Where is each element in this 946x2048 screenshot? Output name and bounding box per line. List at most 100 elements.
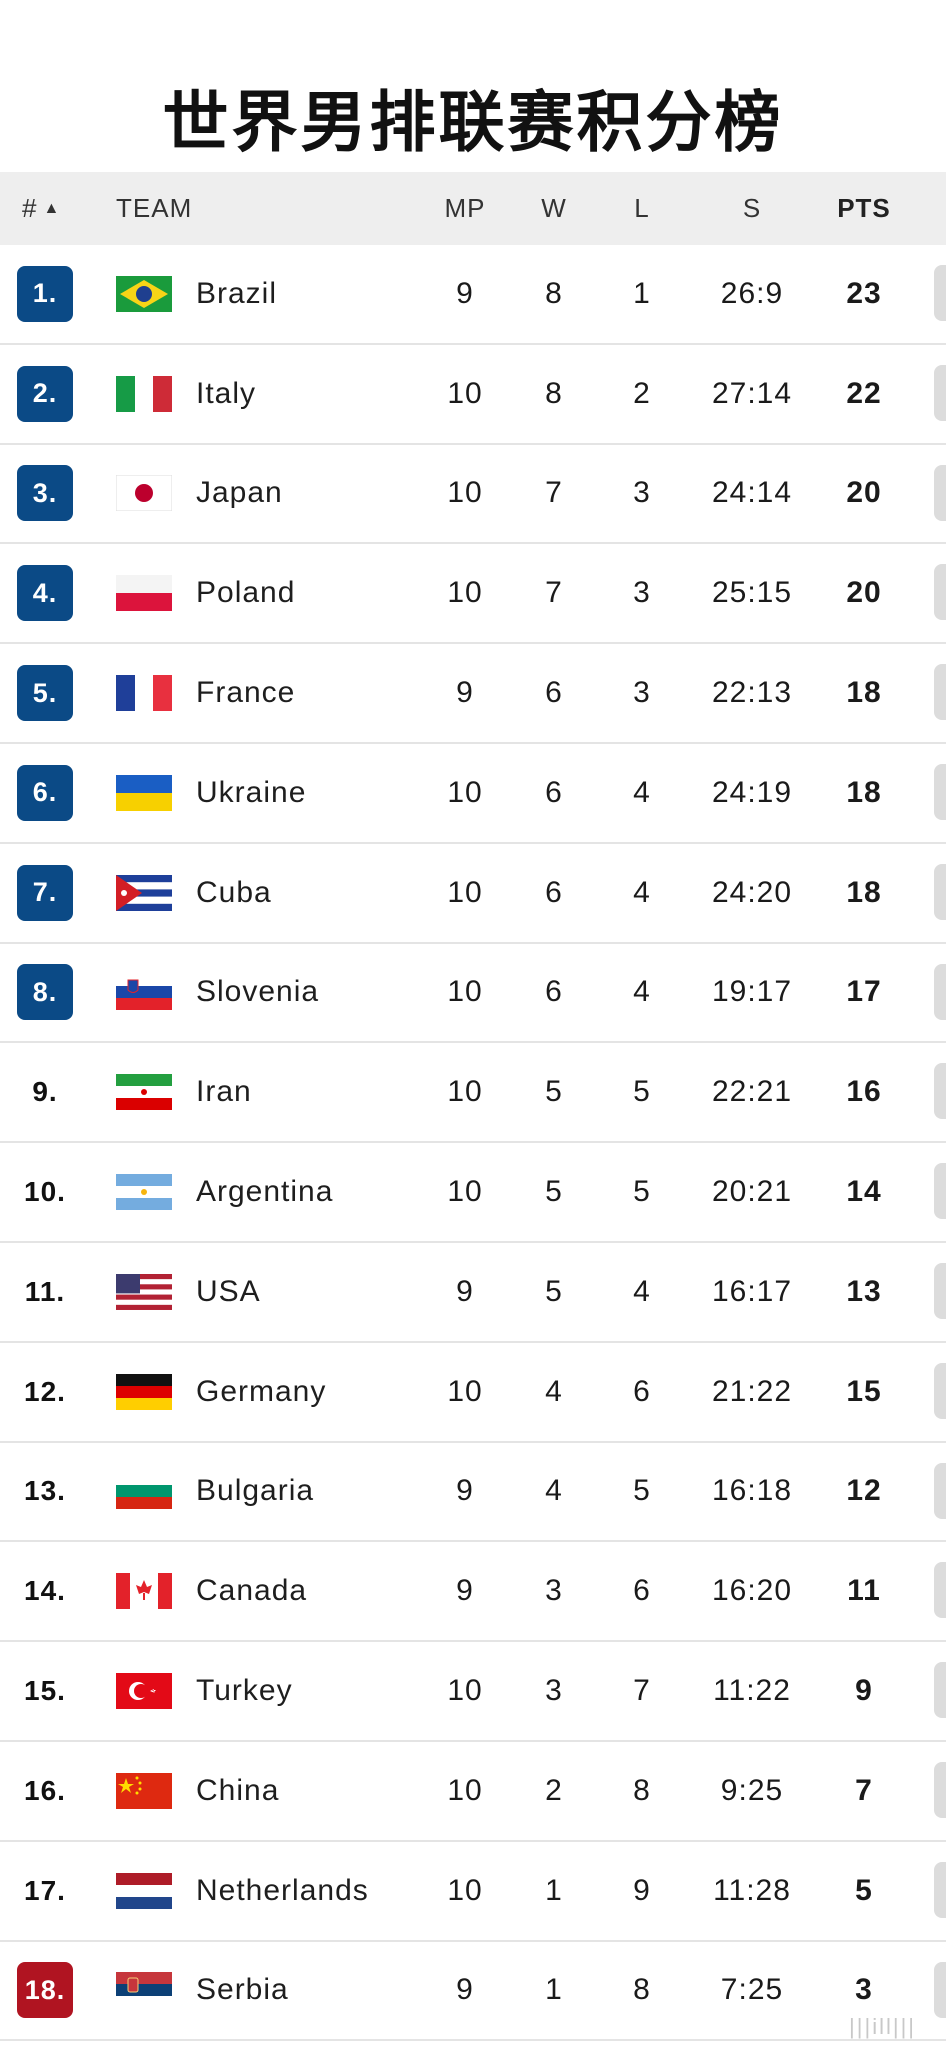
row-expand-handle[interactable] — [934, 364, 946, 421]
team-column-header[interactable]: TEAM — [116, 193, 193, 223]
losses: 4 — [633, 875, 651, 909]
l-column-header[interactable]: L — [634, 193, 650, 223]
losses: 8 — [633, 1773, 651, 1807]
row-expand-handle[interactable] — [934, 1662, 946, 1719]
sets-ratio: 11:22 — [713, 1674, 791, 1708]
points: 11 — [847, 1574, 881, 1608]
team-name[interactable]: USA — [196, 1274, 261, 1308]
points: 5 — [855, 1873, 873, 1907]
row-expand-handle[interactable] — [934, 1562, 946, 1619]
team-name[interactable]: Serbia — [196, 1973, 289, 2007]
matches-played: 10 — [447, 576, 483, 610]
row-expand-handle[interactable] — [934, 564, 946, 621]
wins: 1 — [545, 1973, 563, 2007]
matches-played: 10 — [447, 1175, 483, 1209]
sets-ratio: 21:22 — [711, 1374, 793, 1408]
rank-header-label: # — [22, 193, 38, 223]
w-column-header[interactable]: W — [541, 193, 567, 223]
row-expand-handle[interactable] — [934, 763, 946, 820]
row-expand-handle[interactable] — [934, 464, 946, 521]
table-row[interactable]: 2. Italy 10 8 2 27:14 22 — [0, 345, 946, 445]
points: 23 — [846, 276, 882, 310]
wins: 2 — [545, 1773, 563, 1807]
losses: 7 — [633, 1674, 651, 1708]
rank-cell: 4. — [0, 544, 90, 642]
table-row[interactable]: 12. Germany 10 4 6 21:22 15 — [0, 1343, 946, 1443]
table-row[interactable]: 4. Poland 10 7 3 25:15 20 — [0, 544, 946, 645]
canada-flag-icon — [116, 1542, 172, 1640]
rank-badge: 11. — [24, 1275, 66, 1307]
table-row[interactable]: 11. USA 9 5 4 16:17 13 — [0, 1243, 946, 1343]
table-row[interactable]: 5. France 9 6 3 22:13 18 — [0, 644, 946, 744]
team-name[interactable]: Poland — [196, 576, 296, 610]
rank-cell: 3. — [0, 445, 90, 543]
points: 20 — [846, 576, 882, 610]
table-row[interactable]: 1. Brazil 9 8 1 26:9 23 — [0, 245, 946, 345]
table-row[interactable]: 10. Argentina 10 5 5 20:21 14 — [0, 1143, 946, 1243]
team-name[interactable]: Netherlands — [196, 1873, 369, 1907]
japan-flag-icon — [116, 445, 172, 543]
table-row[interactable]: 14. Canada 9 3 6 16:20 11 — [0, 1542, 946, 1643]
rank-cell: 10. — [0, 1143, 90, 1241]
team-name[interactable]: France — [196, 676, 296, 710]
table-row[interactable]: 6. Ukraine 10 6 4 24:19 18 — [0, 744, 946, 844]
pts-column-header[interactable]: PTS — [837, 193, 891, 223]
rank-cell: 17. — [0, 1842, 90, 1940]
table-row[interactable]: 3. Japan 10 7 3 24:14 20 — [0, 445, 946, 545]
team-name[interactable]: Italy — [196, 376, 257, 410]
table-row[interactable]: 13. Bulgaria 9 4 5 16:18 12 — [0, 1443, 946, 1543]
team-name[interactable]: Slovenia — [196, 975, 320, 1009]
team-name[interactable]: Canada — [196, 1574, 308, 1608]
team-name[interactable]: Cuba — [196, 875, 272, 909]
matches-played: 9 — [456, 1474, 474, 1508]
rank-badge: 9. — [32, 1076, 58, 1108]
row-expand-handle[interactable] — [934, 664, 946, 721]
sets-ratio: 26:9 — [720, 276, 784, 310]
row-expand-handle[interactable] — [934, 1462, 946, 1519]
team-name[interactable]: Turkey — [196, 1674, 293, 1708]
table-row[interactable]: 15. Turkey 10 3 7 11:22 9 — [0, 1642, 946, 1742]
row-expand-handle[interactable] — [934, 1961, 946, 2018]
page-title: 世界男排联赛积分榜 — [162, 84, 784, 161]
team-name[interactable]: Iran — [196, 1075, 252, 1109]
sets-ratio: 19:17 — [711, 975, 793, 1009]
team-name[interactable]: Japan — [196, 476, 283, 510]
table-row[interactable]: 8. Slovenia 10 6 4 19:17 17 — [0, 944, 946, 1044]
wins: 7 — [545, 476, 563, 510]
table-row[interactable]: 17. Netherlands 10 1 9 11:28 5 — [0, 1842, 946, 1942]
row-expand-handle[interactable] — [934, 1761, 946, 1818]
table-row[interactable]: 16. China 10 2 8 9:25 7 — [0, 1742, 946, 1842]
team-name[interactable]: China — [196, 1773, 280, 1807]
team-name[interactable]: Argentina — [196, 1175, 334, 1209]
wins: 8 — [545, 276, 563, 310]
row-expand-handle[interactable] — [934, 1362, 946, 1419]
rank-badge: 16. — [24, 1774, 66, 1806]
matches-played: 10 — [447, 376, 483, 410]
points: 18 — [846, 676, 882, 710]
points: 20 — [846, 476, 882, 510]
table-row[interactable]: 18. Serbia 9 1 8 7:25 3 — [0, 1942, 946, 2042]
row-expand-handle[interactable] — [934, 963, 946, 1020]
losses: 4 — [633, 1274, 651, 1308]
row-expand-handle[interactable] — [934, 1262, 946, 1319]
rank-column-header[interactable]: # ▲ — [22, 172, 82, 245]
points: 17 — [846, 975, 882, 1009]
team-name[interactable]: Germany — [196, 1374, 327, 1408]
wins: 7 — [545, 576, 563, 610]
s-column-header[interactable]: S — [742, 193, 762, 223]
wins: 5 — [545, 1274, 563, 1308]
row-expand-handle[interactable] — [934, 265, 946, 321]
rank-cell: 11. — [0, 1243, 90, 1341]
table-row[interactable]: 9. Iran 10 5 5 22:21 16 — [0, 1043, 946, 1144]
table-row[interactable]: 7. Cuba 10 6 4 24:20 18 — [0, 844, 946, 944]
team-name[interactable]: Brazil — [196, 276, 278, 310]
row-expand-handle[interactable] — [934, 1163, 946, 1220]
mp-column-header[interactable]: MP — [444, 193, 486, 223]
ukraine-flag-icon — [116, 744, 172, 842]
team-name[interactable]: Ukraine — [196, 775, 307, 809]
row-expand-handle[interactable] — [934, 1861, 946, 1918]
team-name[interactable]: Bulgaria — [196, 1474, 315, 1508]
row-expand-handle[interactable] — [934, 1063, 946, 1120]
points: 3 — [855, 1973, 873, 2007]
row-expand-handle[interactable] — [934, 863, 946, 920]
